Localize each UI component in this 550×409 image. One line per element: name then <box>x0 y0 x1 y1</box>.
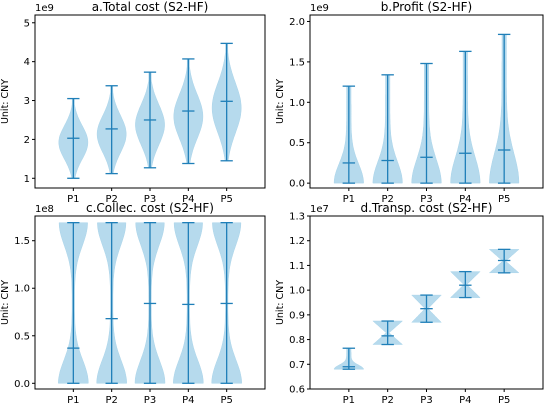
y-tick-label: 0.0 <box>14 379 30 390</box>
y-offset-label: 1e8 <box>35 204 54 215</box>
x-tick-label: P4 <box>182 194 194 205</box>
y-tick-label: 0.9 <box>289 310 305 321</box>
y-axis-label: Unit: CNY <box>275 79 286 124</box>
y-tick-label: 1.2 <box>289 236 305 247</box>
x-tick-label: P2 <box>381 395 393 406</box>
y-tick-label: 1 <box>24 174 30 185</box>
x-tick-label: P3 <box>144 395 156 406</box>
y-axis-label: Unit: CNY <box>0 280 11 325</box>
y-tick-label: 0.8 <box>289 335 305 346</box>
x-tick-label: P1 <box>343 395 355 406</box>
x-tick-label: P3 <box>144 194 156 205</box>
x-tick-label: P2 <box>105 194 117 205</box>
y-tick-label: 1.1 <box>289 261 305 272</box>
x-tick-label: P5 <box>498 194 510 205</box>
x-tick-label: P2 <box>105 395 117 406</box>
y-tick-label: 2.0 <box>289 17 305 28</box>
y-axis-label: Unit: CNY <box>275 280 286 325</box>
chart-panel-4: d.Transp. cost (S2-HF) 1e7 Unit: CNY 0.6 0.7… <box>275 201 544 406</box>
y-tick-label: 1.0 <box>289 286 305 297</box>
chart-panel-2: b.Profit (S2-HF) 1e9 Unit: CNY 0.0 0.5 1.0 1.5… <box>275 0 544 205</box>
y-offset-label: 1e9 <box>310 3 329 14</box>
x-tick-label: P3 <box>420 395 432 406</box>
x-tick-label: P1 <box>67 194 79 205</box>
x-tick-label: P5 <box>220 194 232 205</box>
y-offset-label: 1e7 <box>310 204 329 215</box>
x-tick-label: P4 <box>182 395 194 406</box>
x-tick-label: P1 <box>343 194 355 205</box>
y-tick-label: 1.5 <box>14 236 30 247</box>
chart-title: b.Profit (S2-HF) <box>381 0 472 14</box>
x-tick-label: P3 <box>420 194 432 205</box>
y-tick-label: 0.5 <box>289 138 305 149</box>
y-tick-label: 1.5 <box>289 57 305 68</box>
chart-panel-1: a.Total cost (S2-HF) 1e9 Unit: CNY 1 2 3 4 5 P1 P… <box>0 0 266 205</box>
x-tick-label: P2 <box>381 194 393 205</box>
x-tick-label: P4 <box>459 194 471 205</box>
y-tick-label: 1.0 <box>289 98 305 109</box>
y-tick-label: 1.0 <box>14 284 30 295</box>
y-tick-label: 4 <box>24 57 30 68</box>
y-tick-label: 5 <box>24 18 30 29</box>
y-offset-label: 1e9 <box>35 3 54 14</box>
y-tick-label: 0.7 <box>289 360 305 371</box>
x-tick-label: P1 <box>67 395 79 406</box>
chart-title: a.Total cost (S2-HF) <box>92 0 209 14</box>
x-tick-label: P4 <box>459 395 471 406</box>
y-tick-label: 3 <box>24 96 30 107</box>
y-tick-label: 0.5 <box>14 331 30 342</box>
y-axis-label: Unit: CNY <box>0 79 11 124</box>
y-tick-label: 0.6 <box>289 385 305 396</box>
x-tick-label: P5 <box>498 395 510 406</box>
y-tick-label: 0.0 <box>289 179 305 190</box>
chart-title: c.Collec. cost (S2-HF) <box>86 201 214 215</box>
chart-panel-3: c.Collec. cost (S2-HF) 1e8 Unit: CNY 0.0 0.5… <box>0 201 266 406</box>
y-tick-label: 1.3 <box>289 212 305 223</box>
x-tick-label: P5 <box>220 395 232 406</box>
y-tick-label: 2 <box>24 135 30 146</box>
chart-title: d.Transp. cost (S2-HF) <box>361 201 493 215</box>
